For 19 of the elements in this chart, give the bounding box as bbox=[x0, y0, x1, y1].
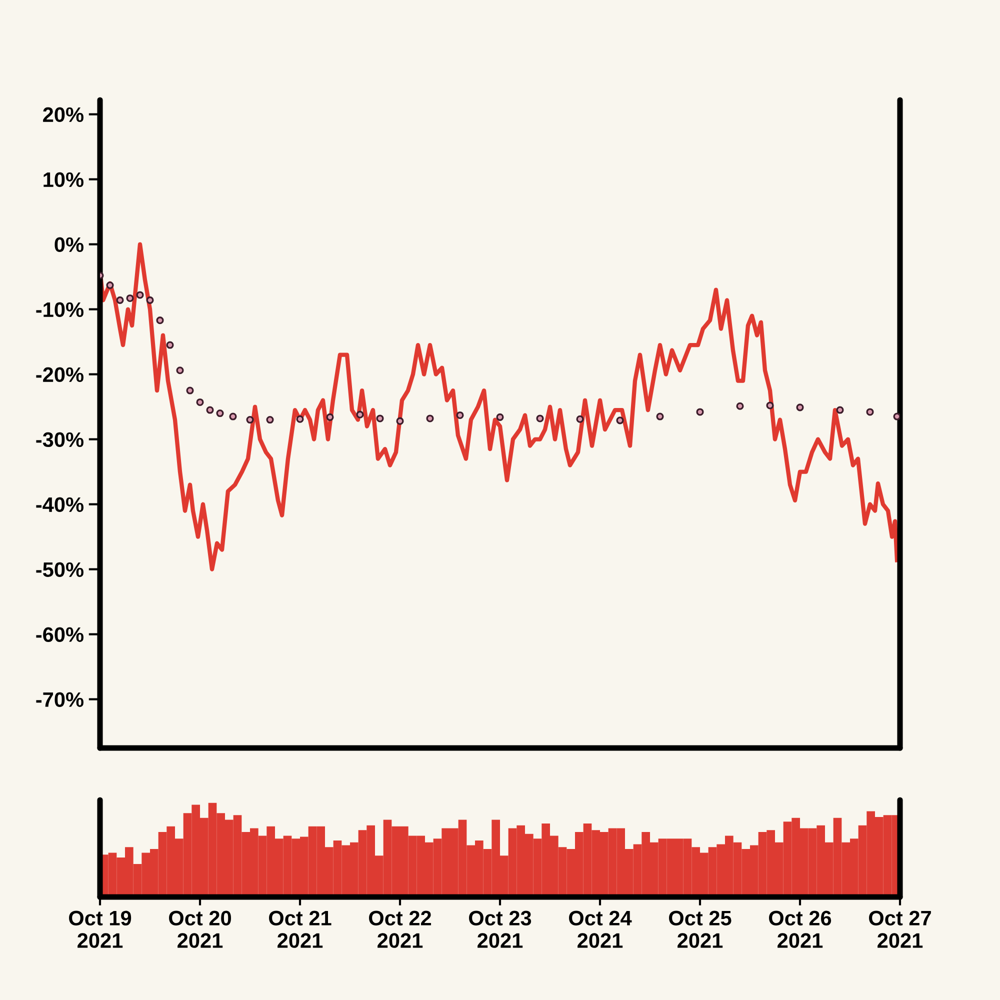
x-tick-label: Oct 21 2021 bbox=[269, 910, 332, 948]
y-tick-label: -40% bbox=[36, 497, 84, 512]
y-tick-label: -10% bbox=[36, 302, 84, 318]
y-tick-label: 20% bbox=[43, 107, 84, 122]
x-tick-label: Oct 19 2021 bbox=[69, 910, 132, 948]
y-tick-label: 0% bbox=[54, 237, 84, 252]
y-tick-label: -50% bbox=[36, 562, 84, 578]
y-tick-label: -30% bbox=[36, 432, 84, 448]
x-tick-label: Oct 23 2021 bbox=[469, 910, 532, 948]
y-tick-label: -70% bbox=[36, 692, 84, 708]
y-tick-label: -20% bbox=[36, 367, 84, 382]
x-tick-label: Oct 27 2021 bbox=[869, 910, 931, 948]
x-tick-label: Oct 26 2021 bbox=[769, 910, 832, 948]
y-tick-label: -60% bbox=[36, 627, 84, 642]
x-tick-label: Oct 22 2021 bbox=[369, 910, 432, 948]
x-tick-label: Oct 25 2021 bbox=[669, 910, 732, 948]
x-tick-label: Oct 24 2021 bbox=[569, 910, 632, 948]
x-tick-label: Oct 20 2021 bbox=[169, 910, 231, 948]
y-tick-label: 10% bbox=[44, 172, 84, 188]
